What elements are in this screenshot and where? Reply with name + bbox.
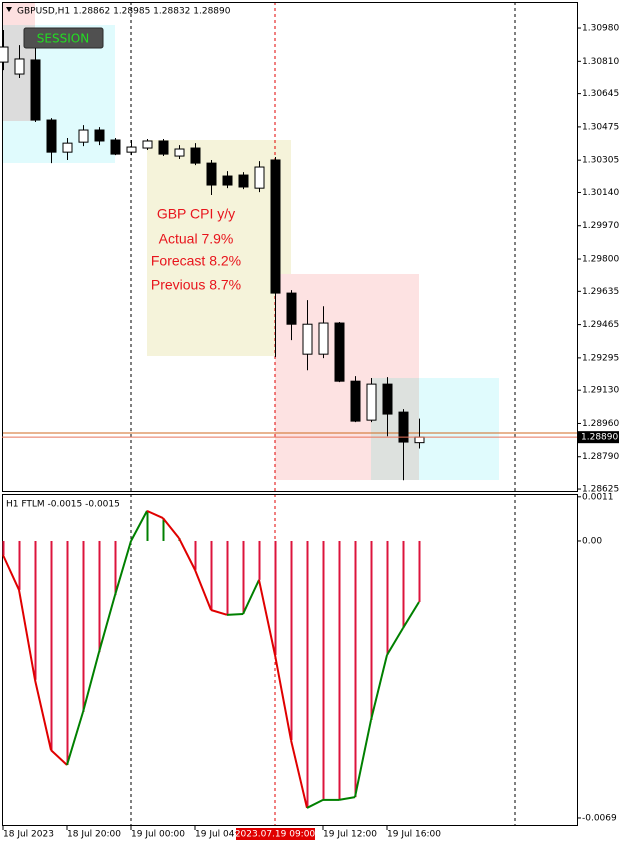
- candle-body: [414, 436, 425, 444]
- oscillator-segment: [370, 654, 388, 721]
- candle-body: [206, 162, 217, 186]
- candle-body: [334, 322, 345, 382]
- crosshair-label: 2023.07.19 09:00: [235, 830, 316, 840]
- candle-body: [0, 46, 9, 63]
- oscillator-segment: [18, 589, 36, 681]
- candle-body: [254, 166, 265, 189]
- oscillator-segment: [354, 719, 372, 798]
- button-bg[interactable]: [23, 27, 104, 49]
- candle-body: [270, 159, 281, 294]
- candle-body: [190, 147, 201, 164]
- indicator-title: H1 FTLM -0.0015 -0.0015: [6, 500, 120, 510]
- oscillator-segment: [82, 651, 100, 713]
- y-tick-label: 0.0011: [582, 492, 614, 502]
- candle-body: [126, 146, 137, 153]
- y-tick-label: 1.29800: [582, 255, 619, 265]
- x-tick-label: 19 Jul 16:00: [387, 830, 441, 840]
- main-frame: [2, 2, 578, 492]
- candle-body: [222, 175, 233, 186]
- session-box: [371, 378, 419, 480]
- oscillator-segment: [66, 711, 84, 766]
- candle-body: [14, 58, 25, 75]
- annotation: GBP CPI y/y: [157, 206, 235, 222]
- candle-body: [398, 411, 409, 443]
- candle-body: [78, 129, 89, 143]
- oscillator-segment: [194, 569, 212, 611]
- oscillator-segment: [146, 509, 164, 519]
- y-tick-label: 1.29635: [582, 287, 619, 297]
- oscillator-segment: [338, 796, 356, 801]
- annotation: Actual 7.9%: [159, 231, 234, 247]
- candle-body: [366, 383, 377, 421]
- oscillator-segment: [162, 517, 180, 539]
- candle-body: [318, 322, 329, 355]
- oscillator-segment: [114, 540, 132, 596]
- menu-icon[interactable]: [6, 7, 12, 12]
- oscillator-segment: [50, 749, 68, 766]
- oscillator-segment: [290, 739, 308, 809]
- candle-body: [238, 174, 249, 188]
- oscillator-segment: [130, 510, 148, 542]
- oscillator-segment: [34, 679, 52, 751]
- y-tick-label: 1.30810: [582, 57, 619, 67]
- bid-label-bg: [578, 431, 619, 444]
- y-tick-label: 1.30475: [582, 122, 619, 132]
- y-tick-label: 1.30980: [582, 24, 619, 34]
- y-tick-label: 1.29465: [582, 320, 619, 330]
- candle-body: [174, 148, 185, 157]
- x-tick-label: 19 Jul 00:00: [131, 830, 185, 840]
- candle-body: [158, 140, 169, 155]
- candle-body: [62, 142, 73, 153]
- event-box: [147, 140, 291, 356]
- session-box: [419, 378, 499, 480]
- y-tick-label: 1.29970: [582, 221, 619, 231]
- candle-body: [142, 140, 153, 149]
- y-tick-label: 0.00: [582, 536, 602, 546]
- button-label[interactable]: SESSION: [37, 32, 89, 46]
- indicator-frame: [2, 494, 578, 826]
- annotation: Previous 8.7%: [151, 277, 241, 293]
- candle-body: [286, 292, 297, 325]
- oscillator-segment: [306, 799, 324, 809]
- y-tick-label: 1.28960: [582, 419, 619, 429]
- y-tick-label: 1.30645: [582, 89, 619, 99]
- crosshair-label-bg: [236, 828, 315, 840]
- oscillator-segment: [2, 554, 20, 591]
- candle-body: [46, 119, 57, 153]
- session-button[interactable]: SESSION: [23, 27, 104, 49]
- oscillator-segment: [258, 579, 276, 656]
- x-tick-label: 19 Jul 04:00: [195, 830, 249, 840]
- candle-body: [110, 139, 121, 155]
- oscillator-segment: [402, 601, 420, 629]
- x-tick-label: 19 Jul 12:00: [323, 830, 377, 840]
- oscillator-segment: [226, 613, 244, 616]
- y-tick-label: 1.28790: [582, 452, 619, 462]
- x-tick-label: 18 Jul 2023: [3, 830, 54, 840]
- candle-body: [350, 380, 361, 422]
- y-tick-label: 1.29295: [582, 353, 619, 363]
- annotation: Forecast 8.2%: [151, 253, 241, 269]
- y-tick-label: 1.30140: [582, 188, 619, 198]
- y-tick-label: 1.30305: [582, 156, 619, 166]
- oscillator-segment: [98, 594, 116, 653]
- x-tick-label: 18 Jul 20:00: [67, 830, 121, 840]
- y-tick-label: 1.28625: [582, 485, 619, 495]
- oscillator-segment: [242, 579, 260, 615]
- candle-body: [302, 323, 313, 355]
- chart-title: GBPUSD,H1 1.28862 1.28985 1.28832 1.2889…: [17, 7, 231, 17]
- y-tick-label: -0.0069: [582, 813, 617, 823]
- y-tick-label: 1.29130: [582, 386, 619, 396]
- oscillator-segment: [178, 537, 196, 571]
- oscillator-segment: [210, 609, 228, 616]
- bid-label: 1.28890: [581, 433, 618, 443]
- candle-body: [94, 129, 105, 142]
- oscillator-segment: [274, 654, 292, 741]
- candle-body: [30, 59, 41, 121]
- candle-body: [382, 383, 393, 415]
- oscillator-segment: [386, 627, 404, 656]
